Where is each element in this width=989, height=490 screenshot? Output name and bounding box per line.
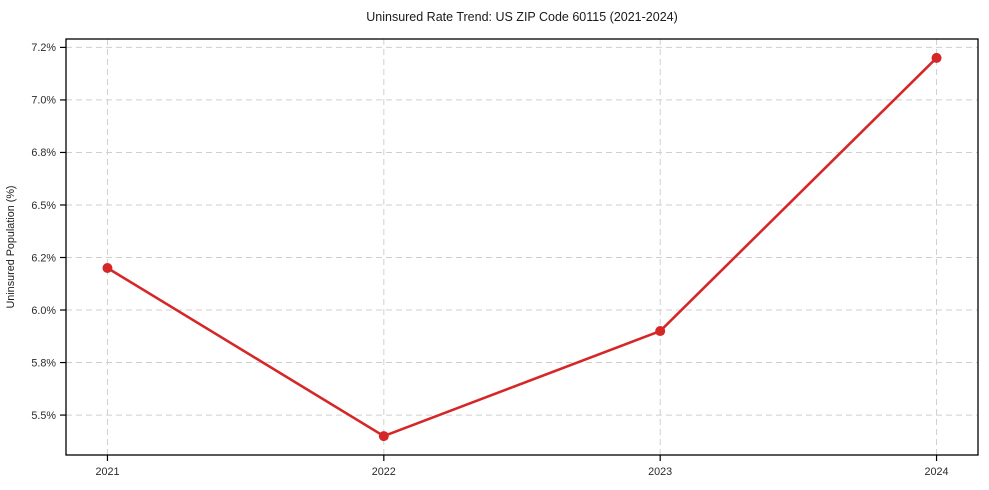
y-tick-label: 7.2% [31, 42, 56, 54]
y-tick-label: 6.0% [31, 305, 56, 317]
y-tick-label: 5.5% [31, 410, 56, 422]
data-point-2022 [378, 431, 389, 442]
trend-line [106, 56, 938, 438]
axes: 5.5% 5.8% 6.0% 6.2% 6.5% 6.8% 7.0% 7.2% 2021 2022… [31, 38, 979, 478]
trend-series [102, 52, 942, 442]
y-tick-label: 5.8% [31, 357, 56, 369]
y-tick-label: 6.5% [31, 200, 56, 212]
gridlines [66, 39, 978, 455]
y-tick-label: 6.8% [31, 147, 56, 159]
x-tick-label: 2021 [95, 466, 119, 478]
x-tick-label: 2022 [372, 466, 396, 478]
y-tick-label: 7.0% [31, 95, 56, 107]
y-axis-label: Uninsured Population (%) [5, 185, 17, 308]
data-point-2021 [102, 263, 113, 274]
data-point-2024 [931, 52, 942, 63]
x-tick-label: 2023 [648, 466, 672, 478]
y-tick-label: 6.2% [31, 252, 56, 264]
chart-title: Uninsured Rate Trend: US ZIP Code 60115 … [366, 10, 678, 24]
data-point-2023 [655, 326, 666, 337]
x-tick-label: 2024 [925, 466, 949, 478]
plot-border [65, 38, 979, 456]
